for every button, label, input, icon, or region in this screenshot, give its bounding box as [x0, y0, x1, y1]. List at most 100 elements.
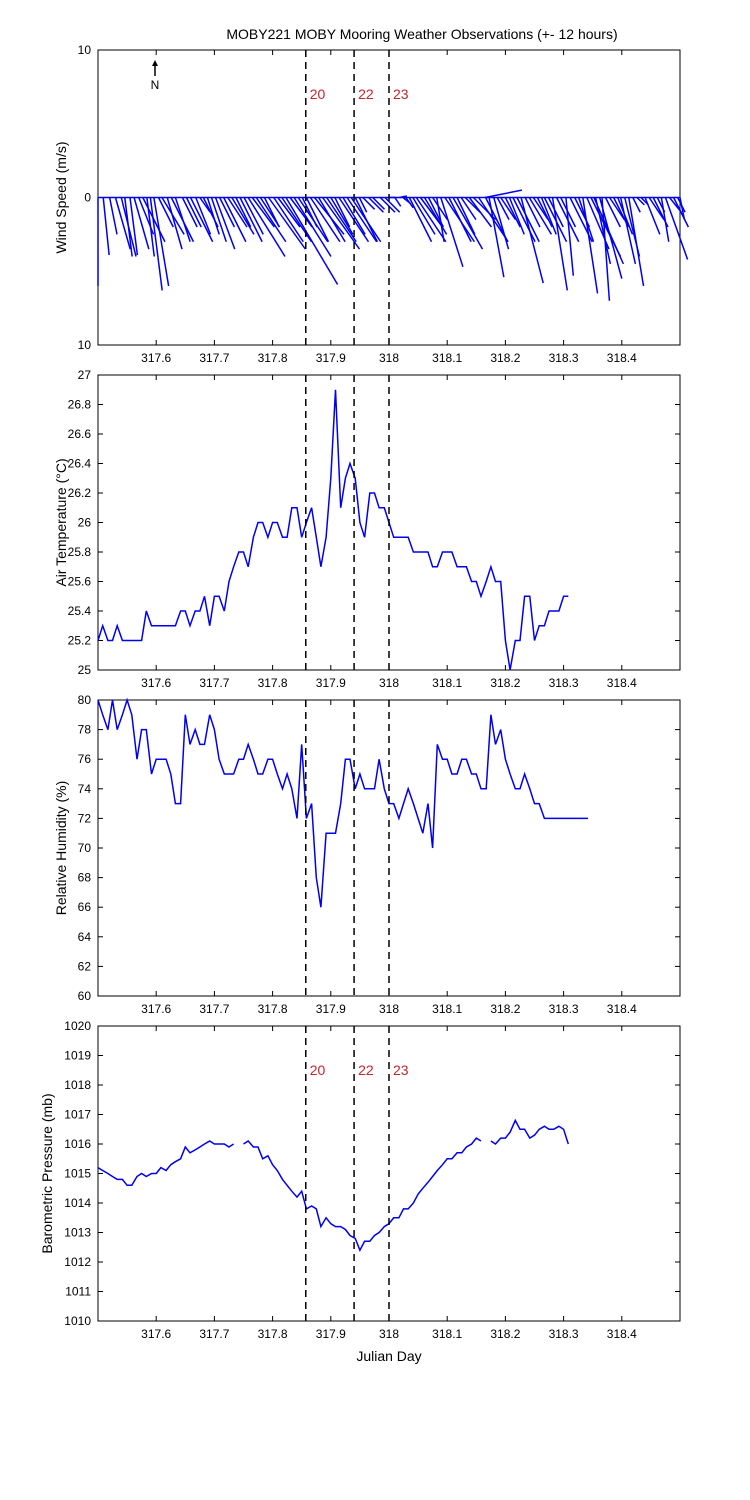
wind-vector	[528, 197, 553, 235]
wind-vector	[601, 197, 611, 301]
y-tick-label: 66	[78, 900, 92, 914]
wind-vector	[124, 197, 133, 257]
event-marker-label: 22	[358, 86, 374, 102]
wind-vector	[166, 197, 183, 250]
wind-vector	[435, 197, 445, 242]
wind-vector	[218, 197, 236, 228]
wind-vector	[508, 197, 525, 235]
x-tick-label: 317.9	[316, 1327, 346, 1341]
wind-vector	[146, 197, 156, 257]
wind-vector	[247, 197, 286, 257]
north-label: N	[151, 78, 160, 92]
wind-vector	[227, 197, 248, 228]
x-tick-label: 317.9	[316, 1002, 346, 1016]
wind-vector	[223, 197, 247, 243]
wind-vector	[496, 197, 510, 220]
y-tick-label: 1017	[64, 1108, 91, 1122]
wind-vector	[330, 197, 354, 235]
x-tick-label: 318.1	[432, 676, 462, 690]
wind-vector	[174, 197, 191, 242]
wind-vector	[565, 197, 575, 276]
wind-vector	[305, 197, 330, 243]
x-tick-label: 318.4	[607, 676, 637, 690]
y-tick-label: 1012	[64, 1255, 91, 1269]
x-tick-label: 318.1	[432, 1327, 462, 1341]
x-tick-label: 317.9	[316, 351, 346, 365]
x-tick-label: 318.2	[490, 1327, 520, 1341]
wind-vector	[153, 197, 170, 287]
y-tick-label: 74	[78, 782, 92, 796]
y-tick-label: 25	[78, 663, 92, 677]
wind-vector	[547, 197, 564, 228]
wind-vector	[354, 197, 379, 243]
wind-vector	[679, 197, 686, 220]
y-axis-label: Barometric Pressure (mb)	[39, 1093, 55, 1253]
x-tick-label: 318.2	[490, 1002, 520, 1016]
wind-vector	[468, 197, 493, 228]
wind-vector	[235, 197, 252, 228]
wind-vector	[346, 197, 378, 243]
wind-speed-panel: 317.6 317.7 317.8 317.9 318 318.1 318.2 318.3 31…	[53, 43, 690, 365]
y-tick-label: 26.4	[68, 457, 92, 471]
y-tick-label: 26	[78, 516, 92, 530]
y-tick-label: 25.8	[68, 545, 92, 559]
wind-vector	[415, 197, 447, 243]
y-tick-label: 1020	[64, 1019, 91, 1033]
wind-vector	[504, 197, 521, 228]
y-tick-label: 27	[78, 368, 92, 382]
y-tick-label: 10	[78, 338, 92, 352]
wind-vector	[326, 197, 357, 243]
wind-vector	[362, 196, 376, 210]
wind-vector	[644, 197, 661, 235]
wind-vector	[500, 197, 517, 221]
wind-vector	[582, 197, 599, 294]
data-series-line	[97, 1118, 570, 1252]
x-tick-label: 318.2	[490, 351, 520, 365]
wind-vector	[199, 197, 211, 213]
x-tick-label: 317.8	[258, 676, 288, 690]
wind-vector	[628, 197, 645, 287]
y-tick-label: 70	[78, 841, 92, 855]
wind-vector	[267, 197, 307, 250]
wind-vector	[551, 197, 569, 291]
y-tick-label: 80	[78, 693, 92, 707]
wind-vector	[195, 197, 212, 235]
wind-vector	[322, 197, 361, 250]
y-tick-label: 62	[78, 959, 92, 973]
y-tick-label: 25.6	[68, 575, 92, 589]
wind-vector	[532, 197, 549, 221]
x-tick-label: 317.7	[199, 676, 229, 690]
wind-vector	[342, 197, 366, 235]
x-tick-label: 318.4	[607, 351, 637, 365]
event-marker-label: 20	[310, 1062, 326, 1078]
x-tick-label: 317.6	[141, 1327, 171, 1341]
y-tick-label: 25.4	[68, 604, 92, 618]
y-tick-label: 25.2	[68, 634, 92, 648]
wind-vector	[301, 197, 318, 228]
wind-vector	[102, 197, 110, 256]
chart-title: MOBY221 MOBY Mooring Weather Observation…	[226, 26, 617, 42]
wind-vector	[540, 197, 557, 235]
wind-vector	[133, 197, 150, 250]
wind-vector	[648, 197, 665, 221]
wind-vector	[114, 197, 131, 250]
wind-vector	[277, 197, 301, 228]
wind-vector	[619, 197, 637, 265]
y-axis-label: Air Temperature (°C)	[53, 458, 69, 586]
x-tick-label: 317.6	[141, 1002, 171, 1016]
wind-vector	[536, 197, 553, 228]
wind-vector	[149, 197, 163, 291]
wind-vector	[239, 197, 263, 243]
wind-vector	[255, 197, 287, 243]
wind-vector	[129, 197, 139, 256]
wind-vector	[408, 197, 433, 243]
wind-vector	[448, 197, 472, 243]
y-tick-label: 10	[78, 43, 92, 57]
x-tick-label: 317.7	[199, 1327, 229, 1341]
barometric-pressure-panel: 317.6 317.7 317.8 317.9 318 318.1 318.2 318.3 31…	[39, 1019, 681, 1364]
wind-vector	[189, 197, 214, 243]
y-axis-label: Wind Speed (m/s)	[53, 141, 69, 253]
wind-vector	[185, 197, 202, 228]
x-tick-label: 318	[379, 1327, 399, 1341]
